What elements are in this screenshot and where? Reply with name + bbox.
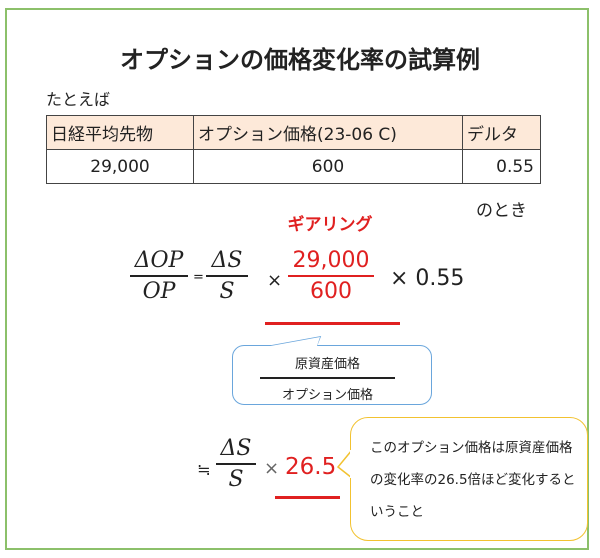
s-fraction: ΔS S	[206, 248, 248, 304]
parameters-table: 日経平均先物 オプション価格(23-06 C) デルタ 29,000 600 0…	[46, 115, 541, 184]
gearing-fraction: 29,000 600	[288, 248, 374, 304]
gearing-label: ギアリング	[287, 215, 373, 235]
approx-sign: ≒	[197, 460, 211, 479]
fraction-bar	[130, 275, 188, 277]
header-futures: 日経平均先物	[46, 115, 194, 150]
equals-sign: =	[193, 270, 204, 285]
value-option-price: 600	[193, 149, 463, 184]
gearing-numerator: 29,000	[292, 248, 370, 273]
s-numerator: ΔS	[220, 436, 252, 461]
times-sign: ×	[264, 458, 280, 479]
callout-numerator: 原資産価格	[294, 357, 360, 372]
lhs-denominator: OP	[142, 279, 176, 304]
callout-denominator: オプション価格	[281, 388, 373, 403]
delta-term: × 0.55	[390, 266, 465, 291]
value-delta: 0.55	[462, 149, 541, 184]
gearing-callout	[232, 345, 432, 405]
lhs-fraction: ΔOP OP	[130, 248, 188, 304]
pointer-mask	[350, 450, 356, 478]
value-futures: 29,000	[46, 149, 194, 184]
frame-border	[5, 8, 589, 550]
fraction-bar	[216, 463, 256, 465]
intro-text: たとえば	[46, 90, 111, 109]
times-sign: ×	[267, 270, 283, 291]
header-option-price: オプション価格(23-06 C)	[193, 115, 463, 150]
note-callout	[350, 417, 588, 541]
table-header-row: 日経平均先物 オプション価格(23-06 C) デルタ	[46, 115, 541, 150]
red-underline	[265, 322, 400, 325]
red-underline	[275, 496, 340, 499]
fraction-bar	[206, 275, 248, 277]
page-title: オプションの価格変化率の試算例	[120, 46, 480, 74]
s-denominator: S	[219, 279, 235, 304]
yellow-callout-pointer	[336, 449, 353, 479]
table-row: 29,000 600 0.55	[46, 149, 541, 184]
gearing-result: 26.5	[285, 454, 337, 480]
note-text: このオプション価格は原資産価格の変化率の26.5倍ほど変化するということ	[370, 440, 576, 520]
when-text: のとき	[476, 201, 527, 221]
gearing-denominator: 600	[310, 279, 352, 304]
fraction-bar	[288, 275, 374, 277]
header-delta: デルタ	[462, 115, 541, 150]
s-denominator: S	[228, 467, 244, 492]
lhs-numerator: ΔOP	[134, 248, 184, 273]
s-numerator: ΔS	[211, 248, 243, 273]
pointer-mask	[265, 337, 320, 349]
result-s-fraction: ΔS S	[216, 436, 256, 492]
callout-fraction-bar	[260, 377, 395, 379]
